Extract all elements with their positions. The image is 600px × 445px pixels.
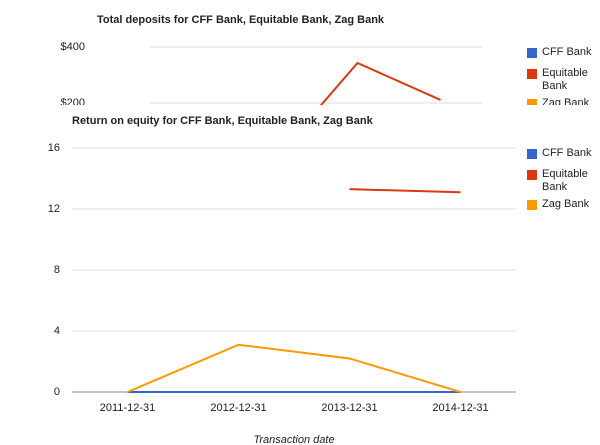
y-tick-label: 4 — [54, 325, 60, 337]
legend-item: Zag Bank — [527, 198, 598, 211]
legend-swatch — [527, 69, 537, 79]
chart-svg: Total deposits for CFF Bank, Equitable B… — [61, 14, 482, 105]
legend-swatch — [527, 200, 537, 210]
y-tick-label: $400 — [61, 41, 85, 53]
legend-label: CFF Bank — [542, 147, 592, 159]
chart-title: Total deposits for CFF Bank, Equitable B… — [97, 14, 385, 26]
y-tick-label: $200 — [61, 97, 85, 105]
legend-swatch — [527, 99, 537, 105]
x-tick-label: 2014-12-31 — [432, 402, 488, 414]
chart-svg: Return on equity for CFF Bank, Equitable… — [48, 115, 516, 445]
chart: Return on equity for CFF Bank, Equitable… — [0, 105, 600, 445]
series-line — [319, 61, 441, 105]
chart-title: Return on equity for CFF Bank, Equitable… — [72, 115, 374, 127]
x-tick-label: 2013-12-31 — [321, 402, 377, 414]
x-tick-label: 2011-12-31 — [100, 402, 155, 414]
legend-item: Equitable Bank — [527, 168, 598, 194]
legend: CFF Bank Equitable Bank Zag Bank — [527, 46, 600, 105]
legend-swatch — [527, 149, 537, 159]
legend: CFF Bank Equitable Bank Zag Bank — [527, 147, 600, 211]
legend-label: Equitable Bank — [542, 168, 588, 193]
y-tick-label: 16 — [48, 142, 60, 154]
y-tick-label: 12 — [48, 203, 60, 215]
legend-label: CFF Bank — [542, 46, 592, 58]
legend-label: Zag Bank — [542, 97, 590, 105]
series-line — [127, 343, 461, 393]
legend-item: Zag Bank — [527, 97, 598, 105]
legend-item: Equitable Bank — [527, 67, 598, 93]
series-line — [349, 188, 461, 194]
legend-item: CFF Bank — [527, 147, 598, 160]
chart: Total deposits for CFF Bank, Equitable B… — [0, 0, 600, 105]
x-axis-label: Transaction date — [253, 434, 334, 445]
legend-item: CFF Bank — [527, 46, 598, 59]
legend-label: Zag Bank — [542, 198, 590, 210]
legend-label: Equitable Bank — [542, 67, 588, 92]
legend-swatch — [527, 170, 537, 180]
x-tick-label: 2012-12-31 — [210, 402, 266, 414]
y-tick-label: 8 — [54, 264, 60, 276]
legend-swatch — [527, 48, 537, 58]
y-tick-label: 0 — [54, 386, 60, 398]
